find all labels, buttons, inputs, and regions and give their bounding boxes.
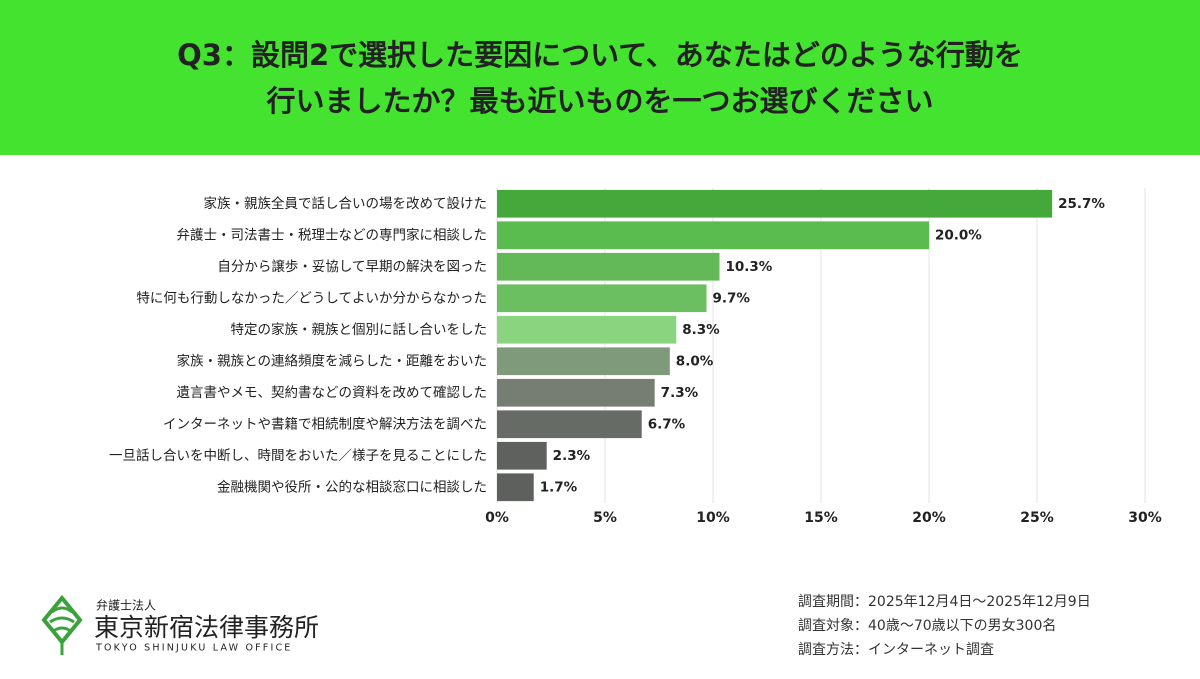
logo-sub: 弁護士法人 <box>96 598 156 613</box>
x-tick-label: 25% <box>1020 510 1054 526</box>
x-tick-label: 20% <box>912 510 946 526</box>
value-label: 8.3% <box>682 322 720 338</box>
title-line: Q3：設問2で選択した要因について、あなたはどのような行動を <box>177 38 1023 72</box>
bar <box>497 221 929 250</box>
category-label: 一旦話し合いを中断し、時間をおいた／様子を見ることにした <box>109 447 487 464</box>
value-label: 8.0% <box>676 353 714 369</box>
bar <box>497 189 1053 218</box>
category-label: 弁護士・司法書士・税理士などの専門家に相談した <box>177 226 488 243</box>
value-label: 10.3% <box>725 259 772 275</box>
bar <box>497 410 642 439</box>
value-label: 25.7% <box>1058 196 1105 212</box>
category-label: 特定の家族・親族と個別に話し合いをした <box>231 321 488 338</box>
header-band <box>0 0 1200 155</box>
x-tick-label: 15% <box>804 510 838 526</box>
bar <box>497 252 720 281</box>
category-label: 家族・親族全員で話し合いの場を改めて設けた <box>204 195 488 212</box>
logo-mark <box>41 594 83 655</box>
x-tick-label: 30% <box>1128 510 1162 526</box>
x-tick-label: 0% <box>485 510 509 526</box>
bar <box>497 473 534 502</box>
category-label: 自分から譲歩・妥協して早期の解決を図った <box>217 259 487 275</box>
category-label: インターネットや書籍で相続制度や解決方法を調べた <box>163 415 487 432</box>
bar <box>497 441 547 470</box>
bar <box>497 315 677 344</box>
value-label: 7.3% <box>661 385 699 401</box>
bar <box>497 347 670 376</box>
title-line: 行いましたか？最も近いものを一つお選びください <box>265 84 933 118</box>
note: 調査期間：2025年12月4日～2025年12月9日 <box>798 594 1091 610</box>
note: 調査方法：インターネット調査 <box>798 642 994 658</box>
value-label: 20.0% <box>935 227 982 243</box>
category-label: 特に何も行動しなかった／どうしてよいか分からなかった <box>136 290 487 306</box>
value-label: 6.7% <box>648 416 686 432</box>
x-tick-label: 5% <box>593 510 617 526</box>
x-tick-label: 10% <box>696 510 730 526</box>
value-label: 2.3% <box>553 448 591 464</box>
note: 調査対象：40歳～70歳以下の男女300名 <box>798 617 1056 634</box>
category-label: 金融機関や役所・公的な相談窓口に相談した <box>217 478 487 495</box>
logo-name: 東京新宿法律事務所 <box>94 613 319 642</box>
bar <box>497 378 655 407</box>
category-label: 遺言書やメモ、契約書などの資料を改めて確認した <box>177 385 488 401</box>
category-label: 家族・親族との連絡頻度を減らした・距離をおいた <box>177 352 487 369</box>
value-label: 9.7% <box>713 290 751 306</box>
bar <box>497 284 707 313</box>
logo-english: TOKYO SHINJUKU LAW OFFICE <box>95 643 292 654</box>
value-label: 1.7% <box>540 479 578 495</box>
